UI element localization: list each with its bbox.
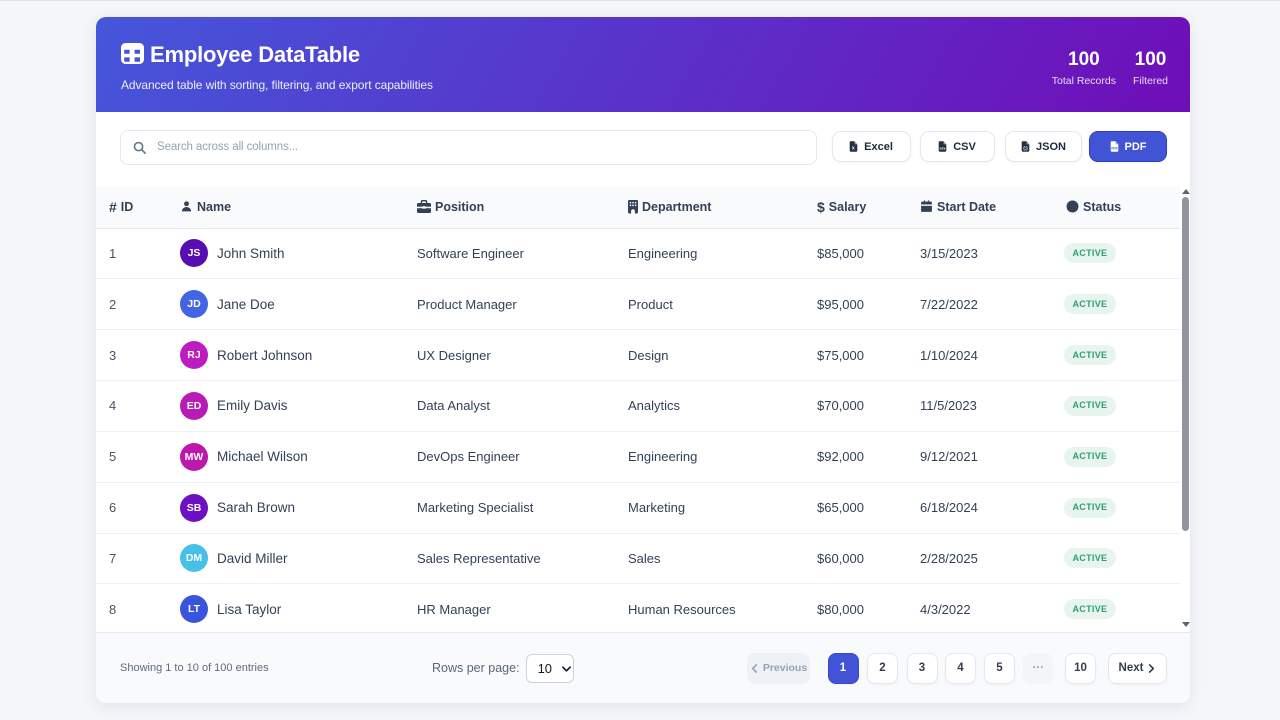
svg-text:PDF: PDF [1111,147,1117,151]
svg-text:csv: csv [940,147,946,151]
svg-text:{;}: {;} [1023,146,1028,151]
svg-text:x: x [852,146,855,152]
